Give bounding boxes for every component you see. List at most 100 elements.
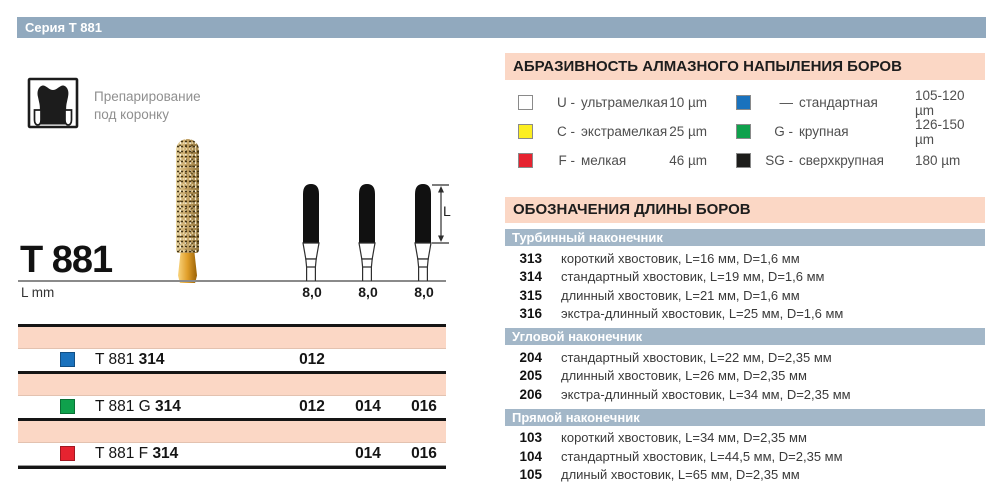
bur-length-value: 8,0 [358, 284, 378, 300]
bur-schematics [302, 184, 449, 281]
handpiece-group: Прямой наконечник 103 короткий хвостовик, … [505, 408, 985, 485]
legend-item: C - экстрамелкая 25 µm [505, 117, 723, 146]
grit-legend-column: — стандартная 105-120 µm G - крупная 126-150 … [723, 88, 985, 175]
grit-color-swatch [736, 95, 751, 110]
bur-code: 103 [519, 430, 542, 446]
grit-name: мелкая [581, 153, 627, 168]
grit-color-swatch [518, 153, 533, 168]
bur-length-row: 315 длинный хвостовик, L=21 мм, D=1,6 мм [505, 286, 985, 305]
handpiece-group-header: Угловой наконечник [505, 328, 985, 345]
bur-shank-photo [178, 253, 197, 283]
bur-code: 206 [519, 386, 542, 402]
baseline-rule [18, 280, 446, 282]
grit-name: экстрамелкая [581, 124, 668, 139]
bur-length-row: 103 короткий хвостовик, L=34 мм, D=2,35 м… [505, 429, 985, 448]
variant-group: T 881 G 314 012 014 016 [18, 371, 446, 418]
variant-series: T 881 [95, 351, 139, 368]
bur-description: экстра-длинный хвостовик, L=25 мм, D=1,6… [561, 306, 844, 322]
legend-item: G - крупная 126-150 µm [723, 116, 985, 147]
variant-size: 012 [299, 398, 325, 415]
bur-code: 105 [519, 467, 542, 483]
bur-length-row: 313 короткий хвостовик, L=16 мм, D=1,6 мм [505, 249, 985, 268]
bur-length-value: 8,0 [414, 284, 434, 300]
bur-description: длинный хвостовик, L=26 мм, D=2,35 мм [561, 368, 807, 384]
grit-code: SG - [765, 153, 793, 168]
bur-description: длинный хвостовик, L=21 мм, D=1,6 мм [561, 287, 800, 303]
variant-size: 016 [411, 445, 437, 462]
grit-color-swatch [518, 124, 533, 139]
handpiece-group: Турбинный наконечник 313 короткий хвостови… [505, 229, 985, 323]
application-caption: Препарирование под коронку [94, 89, 201, 122]
bur-description: короткий хвостовик, L=16 мм, D=1,6 мм [561, 250, 800, 266]
bur-description: стандартный хвостовик, L=19 мм, D=1,6 мм [561, 269, 825, 285]
bur-length-row: 105 длиный хвостовик, L=65 мм, D=2,35 мм [505, 466, 985, 485]
bur-length-row: 104 стандартный хвостовик, L=44,5 мм, D=2… [505, 447, 985, 466]
variant-size: 016 [411, 398, 437, 415]
variant-row: T 881 314 012 [18, 349, 446, 371]
grit-code: F - [558, 153, 576, 168]
grit-size-value: 10 µm [669, 95, 707, 110]
grit-name: стандартная [799, 95, 878, 110]
variant-shank-code: 314 [138, 351, 165, 368]
variant-label: T 881 G 314 [95, 398, 181, 416]
shank-length-groups: Турбинный наконечник 313 короткий хвостови… [505, 229, 985, 484]
bur-code: 204 [519, 349, 542, 365]
variant-color-swatch [60, 399, 75, 414]
bur-code: 316 [519, 306, 542, 322]
grit-color-swatch [736, 153, 751, 168]
variant-table: T 881 314 012 T 881 G 314 012 014 016 T 881 F … [18, 324, 446, 469]
variant-shank-code: 314 [152, 445, 179, 462]
diamond-bur-photo [176, 139, 199, 253]
variant-size: 014 [355, 398, 381, 415]
variant-shank-code: 314 [155, 398, 181, 415]
dimension-label: L [443, 203, 451, 219]
variant-label: T 881 314 [95, 351, 165, 369]
variant-row: T 881 F 314 014 016 [18, 443, 446, 466]
bur-code: 104 [519, 448, 542, 464]
bur-code: 313 [519, 250, 542, 266]
bur-description: короткий хвостовик, L=34 мм, D=2,35 мм [561, 430, 807, 446]
bur-code: 314 [519, 269, 542, 285]
bur-length-row: 316 экстра-длинный хвостовик, L=25 мм, D=… [505, 305, 985, 324]
bur-code: 205 [519, 368, 542, 384]
tooth-crown-icon [27, 77, 79, 129]
variant-band [18, 374, 446, 396]
handpiece-group-header: Турбинный наконечник [505, 229, 985, 246]
grit-name: сверхкрупная [799, 153, 884, 168]
handpiece-group-header: Прямой наконечник [505, 408, 985, 426]
series-title: Серия Т 881 [25, 20, 102, 35]
legend-item: SG - сверхкрупная 180 µm [723, 146, 985, 175]
grit-code: G - [774, 124, 793, 139]
bur-length-row: 205 длинный хвостовик, L=26 мм, D=2,35 мм [505, 367, 985, 386]
variant-label: T 881 F 314 [95, 445, 178, 463]
bur-length-value: 8,0 [302, 284, 322, 300]
variant-band [18, 421, 446, 443]
grit-size-value: 180 µm [915, 153, 961, 168]
grit-size-value: 126-150 µm [915, 116, 965, 147]
product-name: T 881 [20, 239, 113, 281]
bur-description: стандартный хвостовик, L=22 мм, D=2,35 м… [561, 349, 832, 365]
grit-legend-column: U - ультрамелкая 10 µm C - экстрамелкая 25 µm… [505, 88, 723, 175]
grit-code: — [779, 95, 794, 110]
handpiece-group: Угловой наконечник 204 стандартный хвостов… [505, 328, 985, 404]
variant-size: 014 [355, 445, 381, 462]
variant-band [18, 327, 446, 349]
grit-code: C - [557, 124, 575, 139]
abrasiveness-title: АБРАЗИВНОСТЬ АЛМАЗНОГО НАПЫЛЕНИЯ БОРОВ [513, 58, 902, 75]
variant-series: T 881 F [95, 445, 153, 462]
variant-group: T 881 314 012 [18, 324, 446, 371]
length-axis-label: L mm [21, 285, 55, 300]
lengths-title: ОБОЗНАЧЕНИЯ ДЛИНЫ БОРОВ [513, 201, 751, 218]
variant-group: T 881 F 314 014 016 [18, 418, 446, 466]
variant-color-swatch [60, 352, 75, 367]
series-title-bar: Серия Т 881 [17, 17, 986, 38]
grit-name: ультрамелкая [581, 95, 668, 110]
bur-code: 315 [519, 287, 542, 303]
grit-size-value: 105-120 µm [915, 87, 965, 118]
grit-legend: U - ультрамелкая 10 µm C - экстрамелкая 25 µm… [505, 88, 985, 175]
bur-description: экстра-длинный хвостовик, L=34 мм, D=2,3… [561, 386, 851, 402]
variant-color-swatch [60, 446, 75, 461]
lengths-section-header: ОБОЗНАЧЕНИЯ ДЛИНЫ БОРОВ [505, 197, 985, 223]
legend-item: — стандартная 105-120 µm [723, 87, 985, 118]
